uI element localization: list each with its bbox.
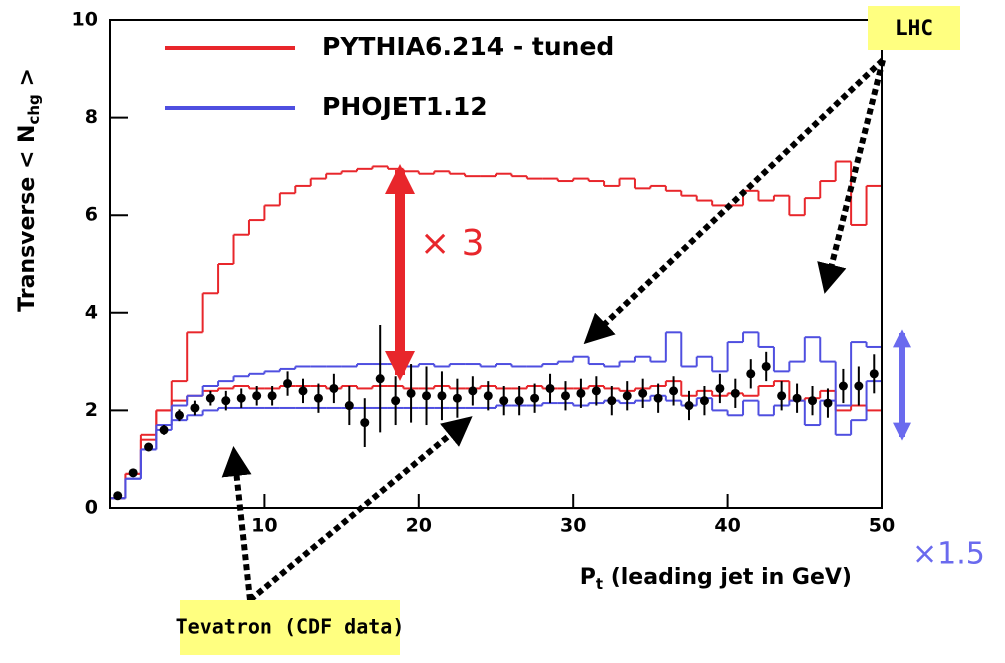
data-point xyxy=(313,393,323,403)
y-tick-label: 0 xyxy=(85,497,98,519)
annotation: ×1.5 xyxy=(912,537,985,572)
x-tick-label: 50 xyxy=(869,515,895,537)
data-point xyxy=(823,398,833,408)
y-tick-label: 10 xyxy=(72,9,98,31)
annotation: × 3 xyxy=(420,223,485,264)
data-point xyxy=(746,369,756,379)
data-point xyxy=(360,418,370,428)
legend-label: PYTHIA6.214 - tuned xyxy=(322,32,614,61)
data-point xyxy=(422,391,432,401)
data-point xyxy=(499,396,509,406)
data-point xyxy=(715,383,725,393)
data-point xyxy=(869,369,879,379)
data-point xyxy=(144,442,154,452)
label-box xyxy=(180,600,400,655)
arrow xyxy=(817,59,886,294)
data-point xyxy=(684,401,694,411)
data-point xyxy=(298,386,308,396)
data-point xyxy=(252,391,262,401)
x-tick-label: 30 xyxy=(560,515,586,537)
annotation: LHC xyxy=(895,16,933,40)
y-axis-label: Transverse < Nchg > xyxy=(15,68,43,312)
data-point xyxy=(514,396,524,406)
data-point xyxy=(344,401,354,411)
data-point xyxy=(761,361,771,371)
data-point xyxy=(669,386,679,396)
data-point xyxy=(113,491,123,501)
data-point xyxy=(159,425,169,435)
data-point xyxy=(838,381,848,391)
data-point xyxy=(576,388,586,398)
data-point xyxy=(406,388,416,398)
data-point xyxy=(236,393,246,403)
x-tick-label: 20 xyxy=(406,515,432,537)
legend-label: PHOJET1.12 xyxy=(322,92,488,121)
data-point xyxy=(128,468,138,478)
data-point xyxy=(391,396,401,406)
data-point xyxy=(329,383,339,393)
data-point xyxy=(808,396,818,406)
data-point xyxy=(267,391,277,401)
x-axis-label: Pt (leading jet in GeV) xyxy=(580,565,852,593)
data-point xyxy=(221,396,231,406)
label-box xyxy=(868,6,960,50)
annotation: Tevatron (CDF data) xyxy=(176,615,405,639)
data-point xyxy=(638,388,648,398)
data-point xyxy=(283,379,293,389)
x-tick-label: 40 xyxy=(714,515,740,537)
y-tick-label: 2 xyxy=(85,399,98,421)
data-point xyxy=(174,410,184,420)
data-point xyxy=(591,386,601,396)
data-point xyxy=(530,393,540,403)
data-point xyxy=(190,403,200,413)
x-tick-label: 10 xyxy=(251,515,277,537)
data-point xyxy=(468,386,478,396)
arrow xyxy=(248,416,473,603)
data-point xyxy=(777,391,787,401)
arrow xyxy=(583,57,886,345)
data-point xyxy=(437,391,447,401)
data-point xyxy=(653,393,663,403)
data-point xyxy=(854,381,864,391)
axes-frame xyxy=(109,19,883,509)
data-point xyxy=(545,383,555,393)
data-point xyxy=(607,396,617,406)
data-point xyxy=(622,391,632,401)
data-point xyxy=(792,393,802,403)
data-point xyxy=(699,396,709,406)
data-point xyxy=(375,374,385,384)
y-tick-label: 6 xyxy=(85,204,98,226)
y-tick-label: 4 xyxy=(85,301,98,323)
data-point xyxy=(560,391,570,401)
y-tick-label: 8 xyxy=(85,106,98,128)
data-point xyxy=(483,391,493,401)
arrow xyxy=(221,446,253,601)
data-point xyxy=(452,393,462,403)
data-point xyxy=(730,388,740,398)
data-point xyxy=(205,393,215,403)
plot-area: 0 2 4 6 8 10 10 20 30 40 50 xyxy=(72,9,896,537)
